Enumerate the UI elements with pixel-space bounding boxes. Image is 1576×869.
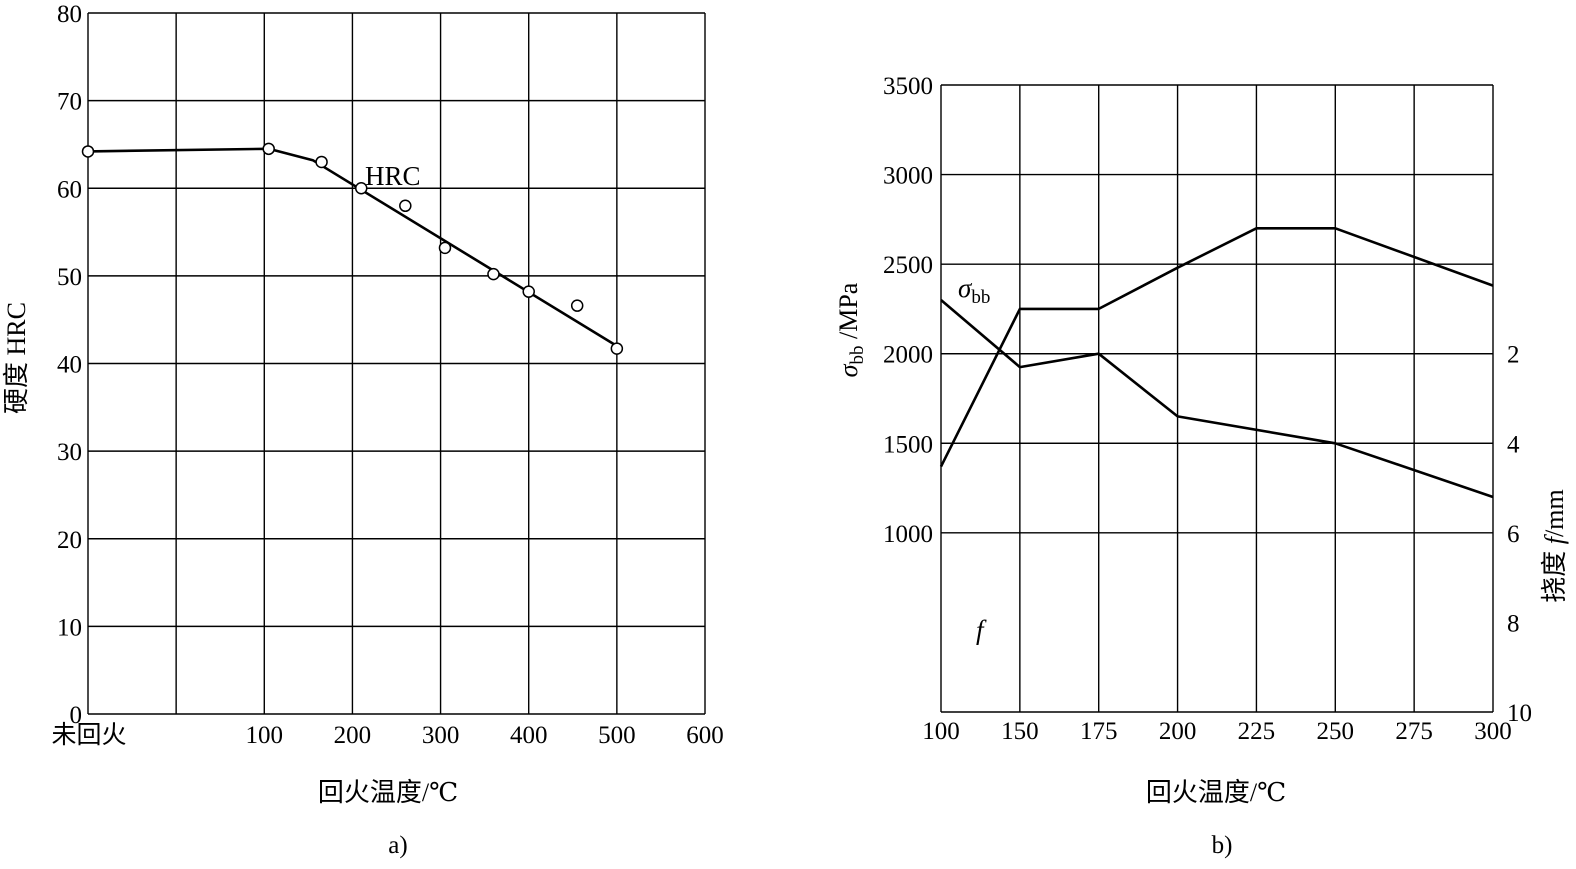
- chart-a-x-tick-label: 500: [598, 722, 636, 749]
- chart-a-y-axis-label: 硬度 HRC: [2, 302, 31, 414]
- chart-a-y-tick-label: 50: [57, 264, 82, 291]
- chart-b-y-tick-label-left: 3500: [883, 73, 933, 100]
- chart-a-point: [354, 182, 368, 195]
- chart-b-x-tick-label: 275: [1395, 718, 1433, 745]
- chart-b-y-tick-label-right: 10: [1507, 700, 1532, 727]
- chart-b-series: [939, 227, 1494, 499]
- chart-a-fit-line: [87, 147, 618, 348]
- chart-b-y-axis-label-right: 挠度 f/mm: [1540, 489, 1569, 602]
- chart-b-x-tick-label: 175: [1080, 718, 1118, 745]
- chart-a-series: [81, 142, 624, 355]
- chart-b-x-tick-label: 300: [1474, 718, 1512, 745]
- chart-b-y-tick-label-right: 8: [1507, 610, 1520, 637]
- chart-a-y-tick-label: 0: [70, 702, 83, 729]
- chart-a-y-tick-label: 60: [57, 176, 82, 203]
- chart-b: 1000 1500 2000 2500 3000 3500 2 4 6 8 10 100 150 175 2…: [834, 73, 1569, 859]
- chart-b-series-label-sigma: σbb: [958, 273, 990, 308]
- chart-a-x-tick-label: 200: [334, 722, 372, 749]
- chart-a-point: [487, 267, 500, 281]
- chart-b-y-tick-label-left: 1000: [883, 521, 933, 548]
- chart-a-series-label: HRC: [365, 161, 421, 191]
- chart-b-f-line: [940, 299, 1494, 499]
- chart-b-x-tick-label: 225: [1238, 718, 1276, 745]
- chart-b-x-tick-label: 250: [1317, 718, 1355, 745]
- chart-b-caption: b): [1212, 832, 1233, 859]
- chart-a-grid: [87, 12, 706, 715]
- chart-a-x-axis-label: 回火温度/℃: [318, 778, 458, 807]
- chart-a: 0 10 20 30 40 50 60 70 80 未回火 100 200 300 400 500 600 H…: [2, 1, 724, 859]
- chart-a-y-tick-label: 20: [57, 527, 82, 554]
- chart-b-x-tick-label: 200: [1159, 718, 1197, 745]
- chart-a-y-tick-label: 10: [57, 614, 82, 641]
- chart-a-point: [438, 241, 452, 255]
- chart-b-y-tick-label-left: 1500: [883, 431, 933, 458]
- chart-b-series-label-f: f: [976, 615, 987, 645]
- chart-a-point: [399, 199, 412, 213]
- chart-a-point: [315, 155, 328, 169]
- chart-a-tick-labels: 0 10 20 30 40 50 60 70 80 未回火 100 200 300 400 500 600: [51, 1, 723, 749]
- chart-b-y-tick-label-left: 2500: [883, 252, 933, 279]
- chart-b-x-tick-label: 100: [922, 718, 960, 745]
- chart-b-sigma-line: [939, 227, 1494, 468]
- chart-b-y-tick-label-right: 6: [1507, 521, 1520, 548]
- chart-b-y-tick-label-right: 2: [1507, 342, 1520, 369]
- chart-a-x-tick-label: 未回火: [51, 721, 126, 749]
- chart-b-x-axis-label: 回火温度/℃: [1146, 778, 1286, 807]
- chart-b-x-tick-label: 150: [1001, 718, 1039, 745]
- chart-a-y-tick-label: 70: [57, 89, 82, 116]
- chart-a-y-tick-label: 80: [57, 1, 82, 28]
- chart-a-x-tick-label: 300: [422, 722, 460, 749]
- chart-b-y-axis-label-left: σbb /MPa: [834, 282, 868, 377]
- chart-a-point: [522, 285, 535, 298]
- chart-b-tick-labels: 1000 1500 2000 2500 3000 3500 2 4 6 8 10 100 150 175 2…: [883, 73, 1532, 745]
- chart-a-point: [81, 145, 95, 158]
- chart-a-point: [570, 299, 584, 312]
- chart-b-y-tick-label-left: 3000: [883, 163, 933, 190]
- chart-a-y-tick-label: 30: [57, 439, 82, 466]
- chart-a-point: [610, 342, 624, 355]
- chart-b-y-tick-label-right: 4: [1507, 431, 1520, 458]
- chart-a-point: [262, 142, 275, 156]
- chart-b-grid: [940, 84, 1494, 713]
- chart-a-x-tick-label: 100: [246, 722, 284, 749]
- chart-a-x-tick-label: 400: [510, 722, 548, 749]
- chart-a-caption: a): [388, 832, 407, 859]
- chart-b-y-tick-label-left: 2000: [883, 342, 933, 369]
- chart-a-y-tick-label: 40: [57, 352, 82, 379]
- chart-a-x-tick-label: 600: [686, 722, 724, 749]
